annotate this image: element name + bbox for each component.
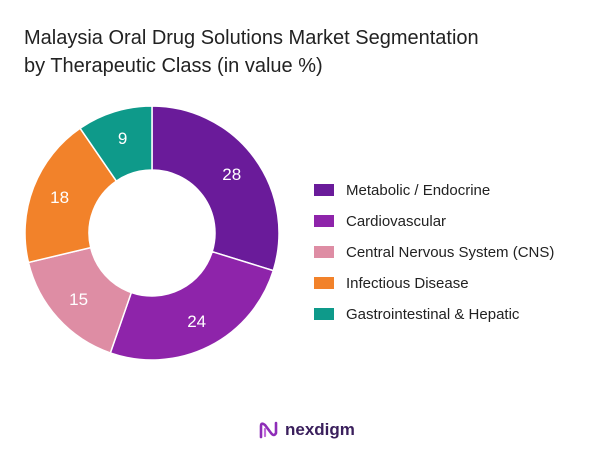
- legend-item: Infectious Disease: [314, 273, 469, 293]
- slice-value-label: 28: [222, 165, 241, 184]
- legend-swatch: [314, 246, 334, 258]
- donut-slice: [151, 105, 280, 272]
- donut-slice: [79, 105, 153, 183]
- legend-label: Infectious Disease: [346, 274, 469, 292]
- chart-title-line-1: Malaysia Oral Drug Solutions Market Segm…: [24, 27, 479, 49]
- legend-swatch: [314, 277, 334, 289]
- legend-swatch: [314, 184, 334, 196]
- brand-footer: nexdigm: [258, 420, 355, 440]
- chart-title: Malaysia Oral Drug Solutions Market Segm…: [24, 24, 584, 80]
- legend-label: Gastrointestinal & Hepatic: [346, 305, 520, 323]
- brand-name: nexdigm: [285, 420, 355, 439]
- legend-item: Metabolic / Endocrine: [314, 180, 490, 200]
- legend-item: Gastrointestinal & Hepatic: [314, 304, 519, 324]
- legend-label: Metabolic / Endocrine: [346, 181, 491, 199]
- chart-title-line-2: by Therapeutic Class (in value %): [24, 55, 323, 77]
- slice-value-label: 18: [50, 188, 69, 207]
- legend-swatch: [314, 215, 334, 227]
- legend-item: Central Nervous System (CNS): [314, 242, 554, 262]
- donut-slice: [24, 127, 118, 264]
- legend-item: Cardiovascular: [314, 211, 446, 231]
- legend-label: Central Nervous System (CNS): [346, 243, 555, 261]
- legend-label: Cardiovascular: [346, 212, 447, 230]
- slice-value-label: 9: [118, 129, 127, 148]
- legend-swatch: [314, 308, 334, 320]
- nexdigm-logo-icon: [259, 421, 278, 439]
- slice-value-label: 15: [69, 290, 88, 309]
- slice-value-label: 24: [187, 312, 206, 331]
- donut-slice: [109, 250, 275, 361]
